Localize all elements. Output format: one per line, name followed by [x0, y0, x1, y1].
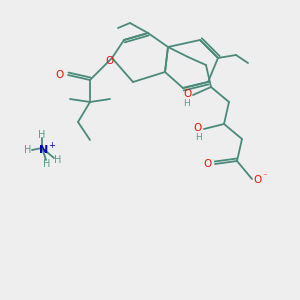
Text: O: O — [254, 175, 262, 185]
Text: H: H — [38, 130, 46, 140]
Text: +: + — [49, 140, 56, 149]
Text: O: O — [56, 70, 64, 80]
Text: O: O — [183, 89, 191, 99]
Text: H: H — [24, 145, 32, 155]
Text: O: O — [203, 159, 211, 169]
Text: O: O — [194, 123, 202, 133]
Text: H: H — [54, 155, 62, 165]
Text: O: O — [106, 56, 114, 66]
Text: H: H — [184, 100, 190, 109]
Text: H: H — [43, 159, 51, 169]
Text: H: H — [195, 134, 201, 142]
Text: ⁻: ⁻ — [262, 172, 267, 182]
Text: N: N — [39, 145, 49, 155]
